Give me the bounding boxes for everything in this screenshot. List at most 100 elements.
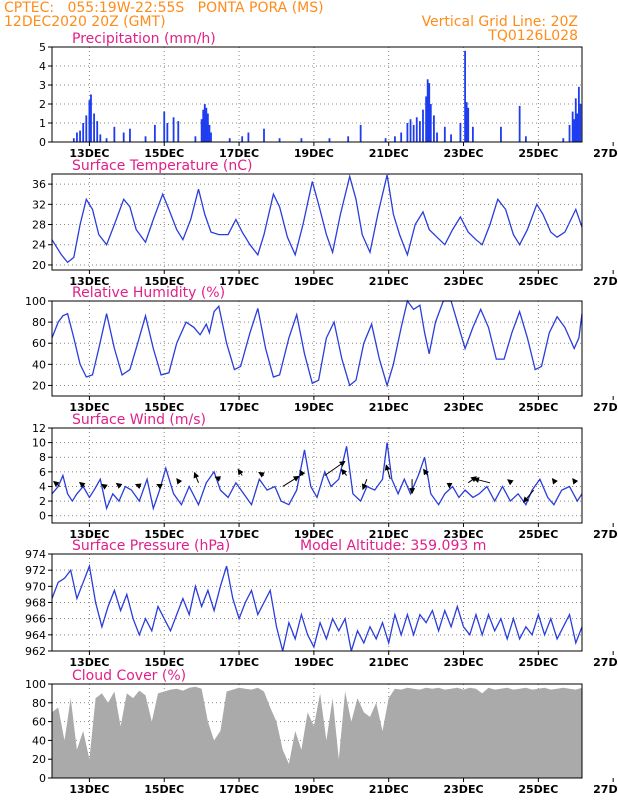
xtick-label: 19DEC xyxy=(294,783,334,796)
precip-bar xyxy=(518,105,521,142)
precip-bar xyxy=(228,138,231,142)
wind-arrow xyxy=(115,482,123,489)
precip-bar xyxy=(579,104,582,142)
xtick-label: 13DEC xyxy=(69,656,109,669)
wind-line xyxy=(51,442,583,511)
xtick-label: 27DEC xyxy=(593,656,618,669)
ytick-label: 968 xyxy=(25,597,46,610)
ytick-label: 12 xyxy=(32,422,46,435)
cloud-area xyxy=(52,686,582,778)
wind-arrow xyxy=(258,471,265,478)
ytick-label: 10 xyxy=(32,437,46,450)
precip-bar xyxy=(459,123,462,142)
panel-frame xyxy=(51,173,583,271)
precip-bar xyxy=(82,123,85,142)
xtick-label: 15DEC xyxy=(144,656,184,669)
ytick-label: 966 xyxy=(25,613,46,626)
xtick-label: 21DEC xyxy=(369,656,409,669)
ytick-label: 28 xyxy=(32,219,46,232)
ytick-label: 100 xyxy=(25,295,46,308)
ytick-label: 0 xyxy=(39,772,46,785)
precip-bar xyxy=(412,124,415,142)
panel-frame xyxy=(51,300,583,397)
xtick-label: 15DEC xyxy=(144,147,184,160)
panel-precip: 0 1 2 3 4 5 13DEC 15DEC 17DEC 19DEC 21DEC 23DEC 25DE… xyxy=(39,31,618,160)
header-station: CPTEC: 055:19W-22:55S PONTA PORA (MS) xyxy=(4,0,324,16)
precip-bar xyxy=(203,104,206,142)
temperature-line xyxy=(51,173,583,264)
xtick-label: 13DEC xyxy=(69,528,109,541)
precip-bar xyxy=(96,121,99,142)
precip-bar xyxy=(422,109,424,142)
precip-bar xyxy=(153,124,156,142)
panel-frame xyxy=(51,46,583,143)
precip-bar xyxy=(436,132,438,142)
precip-bar xyxy=(99,134,102,142)
precip-bar xyxy=(72,138,75,142)
xtick-label: 13DEC xyxy=(69,783,109,796)
xtick-label: 25DEC xyxy=(518,656,558,669)
ytick-label: 100 xyxy=(25,678,46,691)
ytick-label: 80 xyxy=(32,697,46,710)
precip-bar xyxy=(85,115,88,142)
wind-arrow xyxy=(193,471,200,483)
ytick-label: 20 xyxy=(32,379,46,392)
precip-bar xyxy=(418,121,421,142)
precip-bar xyxy=(208,124,211,142)
precip-bar xyxy=(568,124,571,142)
panel-frame xyxy=(51,427,583,524)
precip-bar xyxy=(384,138,387,142)
precip-bar xyxy=(205,107,208,142)
wind-arrow xyxy=(523,489,535,503)
ytick-label: 2 xyxy=(39,98,46,111)
ytick-label: 20 xyxy=(32,753,46,766)
xtick-label: 17DEC xyxy=(219,656,259,669)
xtick-label: 19DEC xyxy=(294,401,334,414)
xtick-label: 15DEC xyxy=(144,528,184,541)
ytick-label: 964 xyxy=(25,629,46,642)
xtick-label: 21DEC xyxy=(369,401,409,414)
xtick-label: 25DEC xyxy=(518,783,558,796)
precip-bar xyxy=(524,136,527,142)
precip-bar xyxy=(426,79,429,142)
precip-bar xyxy=(241,136,244,142)
precip-bar xyxy=(428,83,431,142)
precip-bar xyxy=(562,138,565,142)
xtick-label: 23DEC xyxy=(444,401,484,414)
ytick-label: 6 xyxy=(39,466,46,479)
ytick-label: 1 xyxy=(39,117,46,130)
precip-bar xyxy=(571,111,574,142)
precip-bar xyxy=(400,132,403,142)
header-run-time: 12DEC2020 20Z (GMT) xyxy=(4,14,166,30)
precip-bar xyxy=(144,136,147,142)
ytick-label: 3 xyxy=(39,79,46,92)
xtick-label: 19DEC xyxy=(294,147,334,160)
precip-bar xyxy=(278,138,281,142)
ytick-label: 8 xyxy=(39,451,46,464)
precip-bar xyxy=(105,138,108,142)
header-grid-note: Vertical Grid Line: 20Z xyxy=(422,14,578,30)
pressure-line xyxy=(51,563,583,652)
precip-bar xyxy=(90,94,92,142)
xtick-label: 13DEC xyxy=(69,401,109,414)
panel-cloud: 0 20 40 60 80 100 13DEC 15DEC 17DEC 19DEC 21DEC 23D… xyxy=(25,668,618,796)
ytick-label: 24 xyxy=(32,239,46,252)
ytick-label: 0 xyxy=(39,510,46,523)
xtick-label: 15DEC xyxy=(144,275,184,288)
xtick-label: 25DEC xyxy=(518,275,558,288)
xtick-label: 23DEC xyxy=(444,528,484,541)
wind-arrow xyxy=(237,468,244,476)
precip-bar xyxy=(443,126,446,142)
xtick-label: 27DEC xyxy=(593,401,618,414)
ytick-label: 32 xyxy=(32,198,46,211)
ytick-label: 40 xyxy=(32,734,46,747)
wind-arrow xyxy=(507,479,514,486)
panel-title: Cloud Cover (%) xyxy=(72,668,186,684)
xtick-label: 27DEC xyxy=(593,147,618,160)
xtick-label: 23DEC xyxy=(444,147,484,160)
xtick-label: 27DEC xyxy=(593,275,618,288)
precip-bar xyxy=(88,100,91,142)
precip-bar xyxy=(359,124,362,142)
